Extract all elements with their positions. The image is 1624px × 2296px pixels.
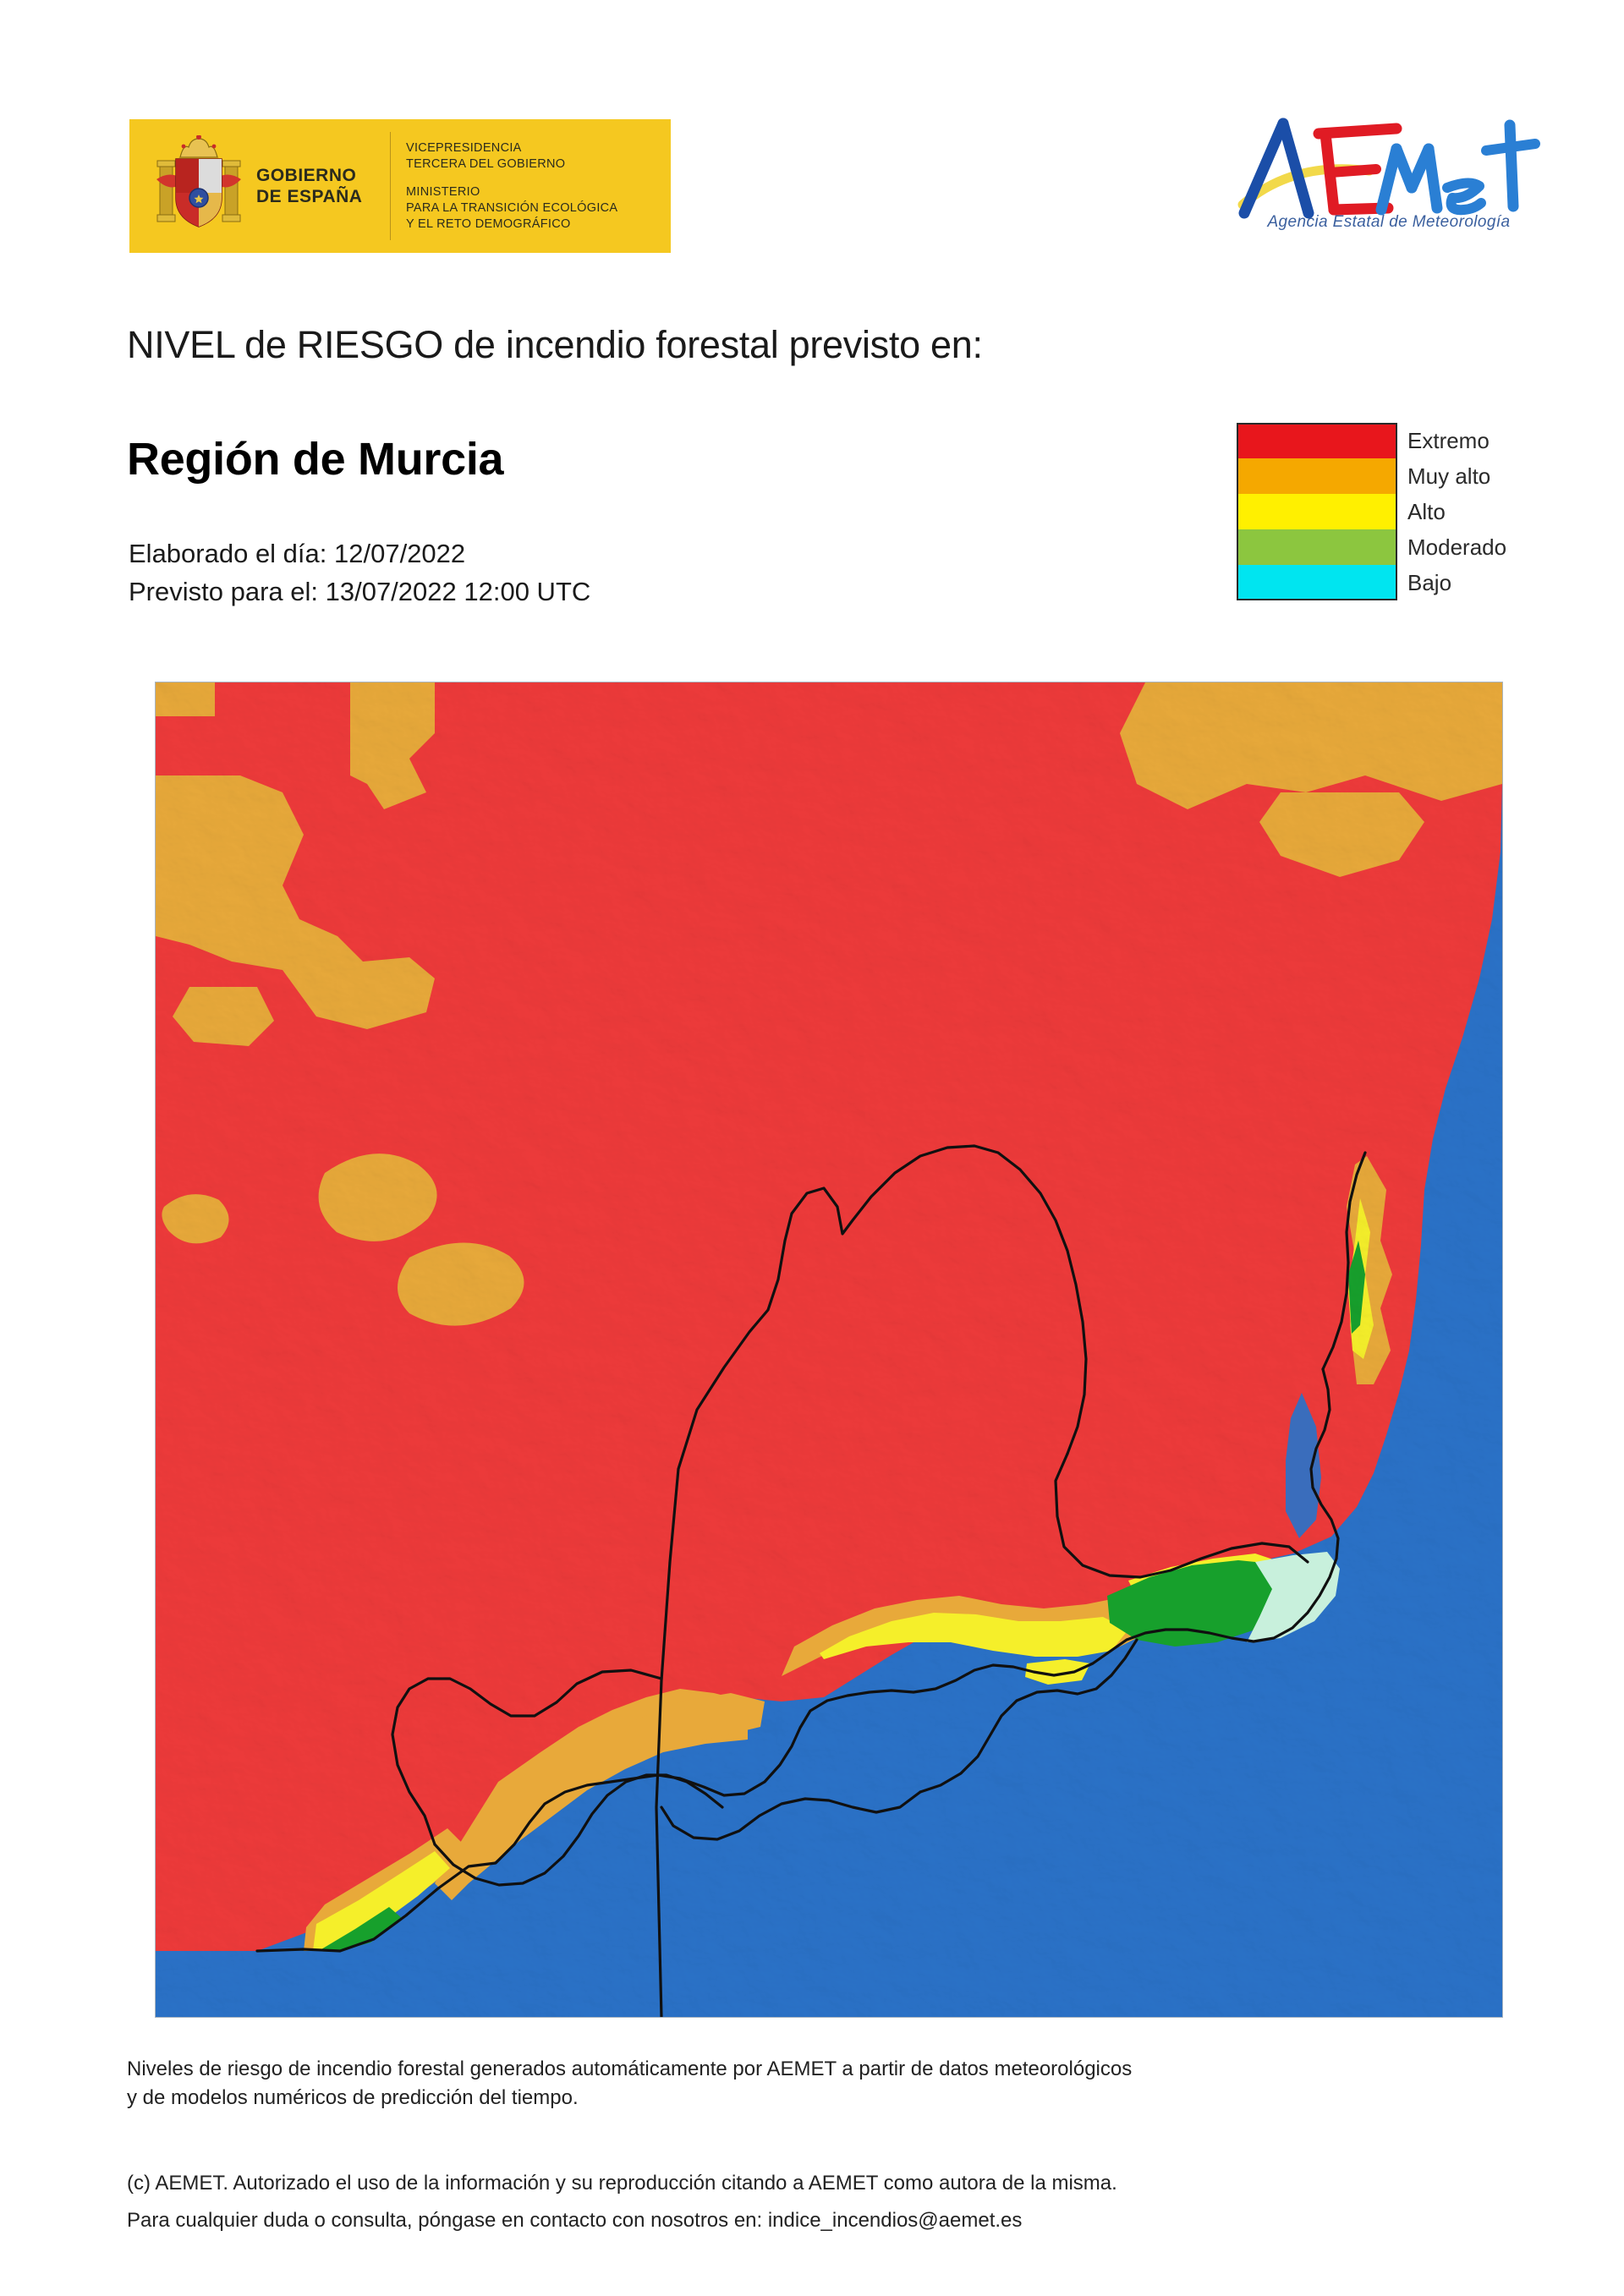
vicepresidencia-line-1: VICEPRESIDENCIA — [406, 140, 522, 155]
legend-label-extremo: Extremo — [1407, 427, 1490, 453]
page-header: GOBIERNO DE ESPAÑA VICEPRESIDENCIA TERCE… — [0, 0, 1624, 279]
text-gap — [406, 173, 617, 184]
legend-item-muy-alto: Muy alto — [1237, 458, 1609, 494]
legend-label-bajo: Bajo — [1407, 569, 1452, 595]
vicepresidencia-line-2: TERCERA DEL GOBIERNO — [406, 156, 566, 171]
legend-item-bajo: Bajo — [1237, 565, 1609, 600]
date-block: Elaborado el día: 12/07/2022 Previsto pa… — [129, 534, 590, 611]
spain-coat-of-arms-icon — [155, 134, 243, 237]
ministerio-label: VICEPRESIDENCIA TERCERA DEL GOBIERNO MIN… — [406, 140, 617, 233]
risk-map-graphic — [156, 682, 1502, 2017]
gobierno-line-2: DE ESPAÑA — [256, 187, 363, 206]
legend-item-moderado: Moderado — [1237, 529, 1609, 565]
legend-swatch-extremo — [1237, 423, 1397, 458]
terrain-hillshade — [156, 682, 1502, 2017]
aemet-subtitle: Agencia Estatal de Meteorología — [1267, 213, 1511, 231]
logo-divider — [390, 132, 391, 240]
source-note-line-2: y de modelos numéricos de predicción del… — [127, 2086, 579, 2109]
legend-swatch-alto — [1237, 494, 1397, 529]
legend-item-extremo: Extremo — [1237, 423, 1609, 458]
mar-menor-lagoon — [1286, 1393, 1321, 1538]
copyright-line-2: Para cualquier duda o consulta, póngase … — [127, 2209, 1023, 2232]
region-name: Región de Murcia — [127, 434, 504, 485]
copyright-note: (c) AEMET. Autorizado el uso de la infor… — [127, 2165, 1565, 2239]
copyright-line-1: (c) AEMET. Autorizado el uso de la infor… — [127, 2172, 1117, 2195]
gobierno-label: GOBIERNO DE ESPAÑA — [256, 165, 383, 207]
source-note-line-1: Niveles de riesgo de incendio forestal g… — [127, 2058, 1133, 2080]
legend-swatch-moderado — [1237, 529, 1397, 565]
legend-label-muy-alto: Muy alto — [1407, 463, 1491, 489]
ministerio-line-1: MINISTERIO — [406, 184, 480, 199]
ministerio-line-2: PARA LA TRANSICIÓN ECOLÓGICA — [406, 200, 618, 215]
legend-label-alto: Alto — [1407, 498, 1446, 524]
forecast-date: Previsto para el: 13/07/2022 12:00 UTC — [129, 577, 591, 606]
legend-item-alto: Alto — [1237, 494, 1609, 529]
aemet-logo: Agencia Estatal de Meteorología — [1231, 110, 1544, 254]
ministerio-line-3: Y EL RETO DEMOGRÁFICO — [406, 216, 571, 231]
legend-label-moderado: Moderado — [1407, 534, 1507, 560]
elaborated-date: Elaborado el día: 12/07/2022 — [129, 539, 466, 568]
risk-legend: Extremo Muy alto Alto Moderado Bajo — [1237, 423, 1609, 600]
gobierno-de-espana-logo: GOBIERNO DE ESPAÑA VICEPRESIDENCIA TERCE… — [129, 119, 671, 253]
gobierno-line-1: GOBIERNO — [256, 166, 357, 185]
map-source-note: Niveles de riesgo de incendio forestal g… — [127, 2055, 1565, 2112]
legend-swatch-muy-alto — [1237, 458, 1397, 494]
risk-map — [155, 682, 1503, 2018]
legend-swatch-bajo — [1237, 565, 1397, 600]
aemet-wordmark-icon — [1237, 118, 1540, 219]
risk-areas-southwest — [304, 1828, 469, 1951]
risk-areas-inland-south — [629, 1693, 765, 1750]
page-title: NIVEL de RIESGO de incendio forestal pre… — [127, 323, 983, 366]
district-boundaries — [255, 1144, 1367, 2017]
